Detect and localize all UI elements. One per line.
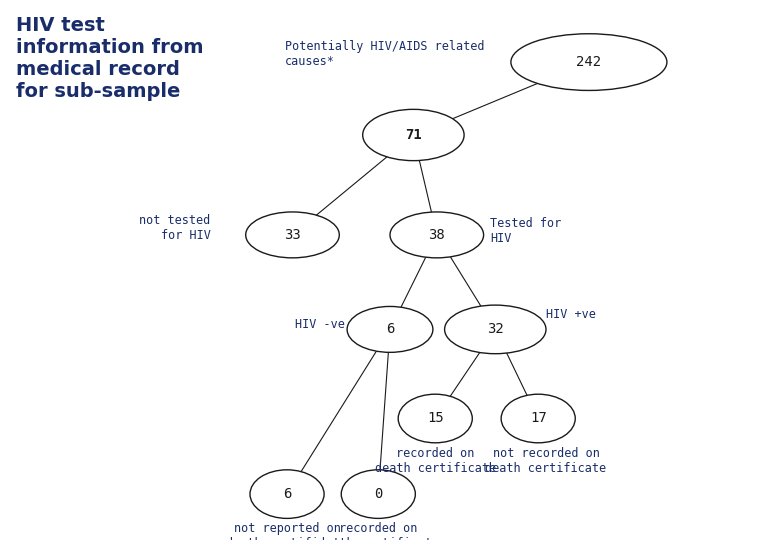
Text: 71: 71 [405,128,422,142]
Text: HIV -ve: HIV -ve [295,318,345,330]
Text: Tested for
HIV: Tested for HIV [490,217,561,245]
Text: not recorded on
death certificate: not recorded on death certificate [485,447,607,475]
Ellipse shape [246,212,339,258]
Text: 242: 242 [576,55,601,69]
Ellipse shape [501,394,575,443]
Text: 17: 17 [530,411,547,426]
Ellipse shape [390,212,484,258]
Ellipse shape [363,109,464,160]
Ellipse shape [445,305,546,354]
Text: 0: 0 [374,487,382,501]
Text: HIV test
information from
medical record
for sub-sample: HIV test information from medical record… [16,16,203,101]
Text: 6: 6 [386,322,394,336]
Text: 38: 38 [428,228,445,242]
Text: 33: 33 [284,228,301,242]
Text: recorded on
death certificate: recorded on death certificate [317,522,439,540]
Text: not reported on
death certificate: not reported on death certificate [226,522,348,540]
Ellipse shape [511,33,667,91]
Text: 32: 32 [487,322,504,336]
Text: 6: 6 [283,487,291,501]
Ellipse shape [347,306,433,353]
Text: Potentially HIV/AIDS related
causes*: Potentially HIV/AIDS related causes* [285,40,484,68]
Text: not tested
for HIV: not tested for HIV [140,214,211,242]
Ellipse shape [250,470,324,518]
Ellipse shape [342,470,415,518]
Text: HIV +ve: HIV +ve [546,308,596,321]
Text: recorded on
death certificate: recorded on death certificate [374,447,496,475]
Ellipse shape [399,394,473,443]
Text: 15: 15 [427,411,444,426]
